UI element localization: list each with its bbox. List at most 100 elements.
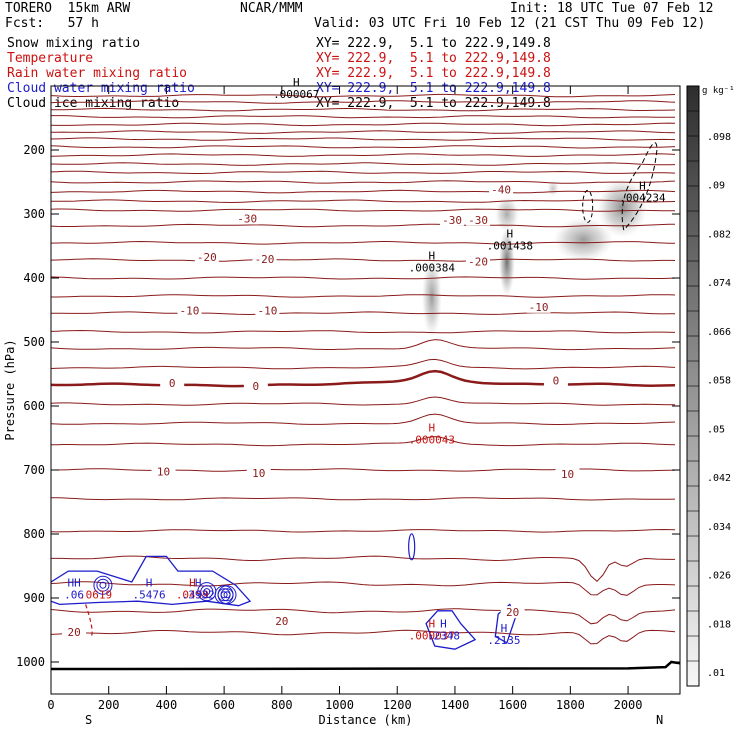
extremum-mark: H <box>440 617 447 630</box>
isotherm-line <box>51 93 676 98</box>
snow-shading-blob <box>553 217 614 262</box>
isotherm-label: 10 <box>157 465 170 478</box>
isotherm-label: 20 <box>67 626 80 639</box>
extremum-value: .000384 <box>409 261 456 274</box>
isotherm-label: 0 <box>253 380 260 393</box>
isotherm-label-bg <box>500 606 525 619</box>
isotherm-label: -20 <box>255 253 275 266</box>
isotherm-line <box>51 137 676 141</box>
cloud-water-ring <box>203 588 211 596</box>
isotherm-label-bg <box>489 183 514 196</box>
extremum-value: .000037 <box>409 629 455 642</box>
isotherm-label: -10 <box>257 305 277 318</box>
valid-time: Valid: 03 UTC Fri 10 Feb 12 (21 CST Thu … <box>314 16 706 31</box>
temperature-contours <box>51 93 676 645</box>
isotherm-line <box>51 497 676 501</box>
x-tick-label: 600 <box>213 698 235 712</box>
isotherm-line <box>51 555 675 582</box>
y-tick-label: 1000 <box>16 655 45 669</box>
isotherm-label: -30 <box>237 212 257 225</box>
extremum-mark: HH <box>67 576 80 589</box>
isotherm-label-bg <box>235 212 260 225</box>
isotherm-label-bg <box>151 465 176 478</box>
extremum-value: .0619 <box>79 588 112 601</box>
colorbar-tick-label: .01 <box>707 668 725 679</box>
colorbar-tick-label: .082 <box>707 229 731 240</box>
cloud-water-ring <box>99 581 107 589</box>
isotherm-line <box>51 223 676 228</box>
x-tick-label: 200 <box>98 698 120 712</box>
snow-ice-shading <box>421 177 648 338</box>
isotherm-label: -20 <box>468 255 488 268</box>
x-tick-label: 1600 <box>498 698 527 712</box>
y-tick-label: 200 <box>23 143 45 157</box>
isotherm-label-bg <box>194 250 219 263</box>
south-label: S <box>85 713 92 727</box>
isotherm-label-bg <box>160 376 185 389</box>
x-tick-label: 1400 <box>440 698 469 712</box>
extremum-value: .5476 <box>133 588 166 601</box>
forecast-hour: Fcst: 57 h <box>5 16 99 31</box>
isotherm-label-bg <box>466 255 491 268</box>
contour-labels: -40 -30 -30 -30 -20 -20 -20 -10 -10 -10 0 0 0 10 10 10 2… <box>62 76 666 647</box>
extremum-mark: H <box>195 576 202 589</box>
isotherm-label-bg <box>466 213 491 226</box>
cloud-water-ring <box>223 591 231 599</box>
init-time: Init: 18 UTC Tue 07 Feb 12 <box>510 1 714 16</box>
extremum-value: .0459 <box>176 588 209 601</box>
isotherm-label-bg <box>255 304 280 317</box>
extremum-value: .000043 <box>409 434 455 447</box>
extremum-value: .2348 <box>427 629 460 642</box>
extremum-mark: H <box>429 617 436 630</box>
extremum-value: .000067 <box>273 88 319 101</box>
snow-shading-blob <box>547 180 560 197</box>
field-cloud-water-xy: XY= 222.9, 5.1 to 222.9,149.8 <box>316 81 551 96</box>
x-tick-label: 400 <box>156 698 178 712</box>
extremum-mark: H <box>429 422 436 435</box>
x-axis-label: Distance (km) <box>319 713 413 727</box>
isotherm-line <box>51 122 676 127</box>
y-tick-label: 600 <box>23 399 45 413</box>
isotherm-line <box>51 189 676 194</box>
isotherm-line <box>51 170 676 174</box>
isotherm-line <box>51 115 676 119</box>
isotherm-line <box>51 413 676 425</box>
colorbar-tick-label: .098 <box>707 132 731 143</box>
isotherm-label: 0 <box>553 374 560 387</box>
isotherm-line <box>51 276 676 280</box>
snow-shading-blob <box>597 177 648 238</box>
x-tick-label: 1000 <box>325 698 354 712</box>
isotherm-label-bg <box>440 213 465 226</box>
isotherm-label: -30 <box>468 214 488 227</box>
cloud-water-ring <box>220 588 234 602</box>
isotherm-line <box>51 208 675 212</box>
cloud-water-contours <box>51 142 658 650</box>
isotherm-label: 10 <box>561 468 574 481</box>
isotherm-label-bg <box>177 304 202 317</box>
isotherm-label: -20 <box>197 251 217 264</box>
x-tick-label: 1800 <box>556 698 585 712</box>
extremum-mark: H <box>189 576 196 589</box>
y-tick-label: 500 <box>23 335 45 349</box>
isotherm-line <box>51 311 675 316</box>
field-rain: Rain water mixing ratio <box>7 66 188 81</box>
rain-contour <box>85 604 93 637</box>
isotherm-line <box>51 153 676 157</box>
field-cloud-water: Cloud water mixing ratio <box>7 81 195 96</box>
isotherm-line <box>51 528 676 533</box>
isotherm-label: 0 <box>169 377 176 390</box>
extremum-value: .2135 <box>487 634 520 647</box>
isotherm-line <box>51 240 676 245</box>
snow-shading-blob <box>494 196 519 232</box>
isotherm-line <box>51 369 676 388</box>
isotherm-line <box>51 162 676 166</box>
isotherm-line <box>51 294 676 298</box>
extremum-value: .06 <box>64 588 84 601</box>
x-tick-label: 2000 <box>614 698 643 712</box>
cloud-water-contour <box>494 603 517 644</box>
extremum-mark: H <box>506 228 513 241</box>
x-tick-label: 800 <box>271 698 293 712</box>
x-tick-label: 1200 <box>383 698 412 712</box>
extremum-value: .3932 <box>182 588 215 601</box>
org-label: NCAR/MMM <box>240 1 303 16</box>
